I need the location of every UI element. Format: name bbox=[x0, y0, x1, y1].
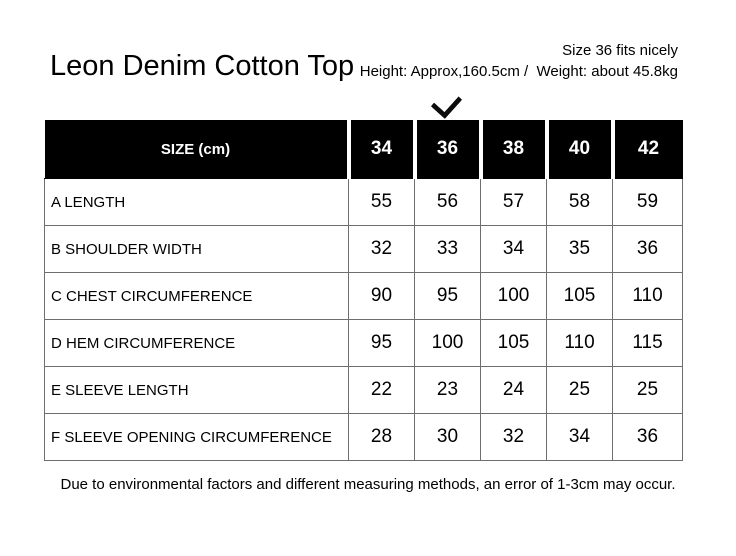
size-value: 34 bbox=[546, 413, 613, 461]
size-header-42: 42 bbox=[610, 120, 683, 179]
size-value: 95 bbox=[414, 272, 481, 320]
table-row-chest-circumference: C CHEST CIRCUMFERENCE 90 95 100 105 110 bbox=[44, 272, 683, 320]
table-row-sleeve-opening-circumference: F SLEEVE OPENING CIRCUMFERENCE 28 30 32 … bbox=[44, 413, 683, 461]
size-value: 36 bbox=[612, 413, 683, 461]
size-value: 95 bbox=[348, 319, 415, 367]
measurement-disclaimer: Due to environmental factors and differe… bbox=[60, 476, 676, 493]
size-value: 55 bbox=[348, 178, 415, 226]
row-label: F SLEEVE OPENING CIRCUMFERENCE bbox=[44, 413, 349, 461]
fit-note: Size 36 fits nicely bbox=[562, 42, 678, 59]
size-value: 30 bbox=[414, 413, 481, 461]
size-value: 23 bbox=[414, 366, 481, 414]
size-column-header: SIZE (cm) bbox=[44, 120, 349, 179]
row-label: E SLEEVE LENGTH bbox=[44, 366, 349, 414]
model-stats: Height: Approx,160.5cm / Weight: about 4… bbox=[359, 63, 678, 80]
size-value: 100 bbox=[414, 319, 481, 367]
size-header-40: 40 bbox=[544, 120, 613, 179]
size-header-38: 38 bbox=[478, 120, 547, 179]
size-value: 24 bbox=[480, 366, 547, 414]
size-value: 105 bbox=[546, 272, 613, 320]
size-value: 28 bbox=[348, 413, 415, 461]
size-value: 33 bbox=[414, 225, 481, 273]
row-label: C CHEST CIRCUMFERENCE bbox=[44, 272, 349, 320]
size-value: 25 bbox=[612, 366, 683, 414]
size-value: 36 bbox=[612, 225, 683, 273]
size-value: 22 bbox=[348, 366, 415, 414]
row-label: A LENGTH bbox=[44, 178, 349, 226]
size-value: 59 bbox=[612, 178, 683, 226]
size-value: 35 bbox=[546, 225, 613, 273]
size-value: 32 bbox=[480, 413, 547, 461]
size-value: 90 bbox=[348, 272, 415, 320]
table-row-shoulder-width: B SHOULDER WIDTH 32 33 34 35 36 bbox=[44, 225, 683, 273]
checkmark-icon bbox=[430, 86, 463, 120]
size-header-36: 36 bbox=[412, 120, 481, 179]
size-value: 100 bbox=[480, 272, 547, 320]
size-value: 25 bbox=[546, 366, 613, 414]
size-header-34: 34 bbox=[346, 120, 415, 179]
size-value: 32 bbox=[348, 225, 415, 273]
product-title: Leon Denim Cotton Top bbox=[50, 50, 355, 82]
row-label: B SHOULDER WIDTH bbox=[44, 225, 349, 273]
size-value: 34 bbox=[480, 225, 547, 273]
fit-info: Size 36 fits nicely Height: Approx,160.5… bbox=[360, 40, 678, 82]
size-value: 110 bbox=[546, 319, 613, 367]
size-header-row: SIZE (cm) 34 36 38 40 42 bbox=[44, 120, 683, 179]
table-row-sleeve-length: E SLEEVE LENGTH 22 23 24 25 25 bbox=[44, 366, 683, 414]
size-value: 110 bbox=[612, 272, 683, 320]
size-value: 57 bbox=[480, 178, 547, 226]
size-value: 56 bbox=[414, 178, 481, 226]
size-chart-table: SIZE (cm) 34 36 38 40 42 A LENGTH 55 56 … bbox=[44, 120, 683, 461]
table-row-length: A LENGTH 55 56 57 58 59 bbox=[44, 178, 683, 226]
row-label: D HEM CIRCUMFERENCE bbox=[44, 319, 349, 367]
size-value: 115 bbox=[612, 319, 683, 367]
size-value: 58 bbox=[546, 178, 613, 226]
size-value: 105 bbox=[480, 319, 547, 367]
table-row-hem-circumference: D HEM CIRCUMFERENCE 95 100 105 110 115 bbox=[44, 319, 683, 367]
